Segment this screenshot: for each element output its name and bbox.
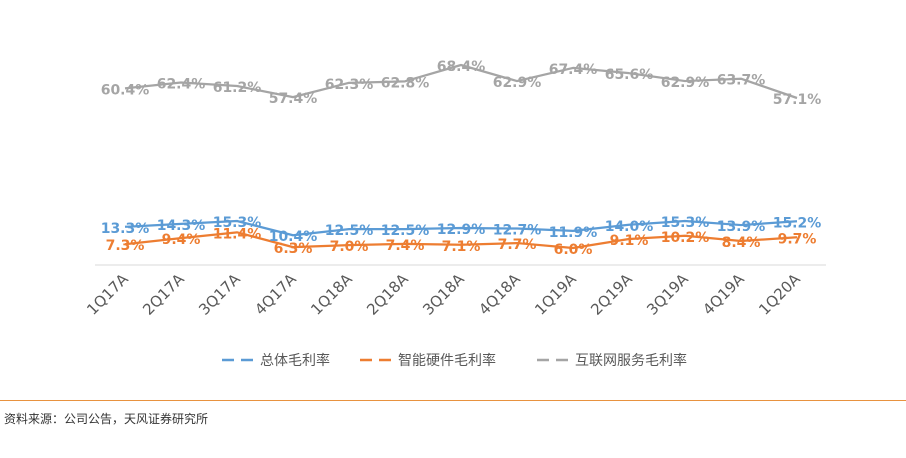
data-label: 68.4%	[437, 59, 486, 75]
x-tick-label: 3Q18A	[419, 270, 468, 319]
series-line-0	[124, 219, 798, 237]
x-tick-label: 2Q17A	[139, 270, 188, 319]
source-note: 资料来源：公司公告，天风证券研究所	[4, 412, 209, 426]
x-tick-label: 4Q17A	[251, 270, 300, 319]
data-label: 57.1%	[773, 92, 822, 108]
data-label: 9.7%	[778, 231, 817, 247]
data-label: 13.9%	[717, 219, 766, 235]
x-tick-label: 2Q19A	[587, 270, 636, 319]
data-label: 57.4%	[269, 91, 318, 107]
data-label: 10.4%	[269, 229, 318, 245]
data-label: 7.4%	[386, 238, 425, 254]
footer-divider	[0, 400, 906, 401]
x-tick-label: 2Q18A	[363, 270, 412, 319]
data-label: 13.3%	[101, 221, 150, 237]
data-label: 62.8%	[381, 75, 430, 91]
x-tick-label: 4Q19A	[699, 270, 748, 319]
data-label: 15.3%	[661, 215, 710, 231]
data-label: 12.5%	[381, 223, 430, 239]
x-tick-label: 1Q18A	[307, 270, 356, 319]
data-label: 7.7%	[498, 237, 537, 253]
x-tick-label: 4Q18A	[475, 270, 524, 319]
data-label: 10.2%	[661, 230, 710, 246]
data-label: 7.3%	[106, 238, 145, 254]
data-label: 62.3%	[325, 77, 374, 93]
data-label: 61.2%	[213, 80, 262, 96]
data-label: 60.4%	[101, 82, 150, 98]
data-label: 14.0%	[605, 219, 654, 235]
data-label: 62.4%	[157, 77, 206, 93]
data-label: 7.0%	[330, 239, 369, 255]
data-label: 67.4%	[549, 62, 598, 78]
data-label: 15.2%	[773, 215, 822, 231]
data-label: 14.3%	[157, 218, 206, 234]
data-label: 12.5%	[325, 223, 374, 239]
data-label: 6.3%	[274, 241, 313, 257]
legend-label: 总体毛利率	[260, 352, 330, 369]
data-label: 12.9%	[437, 222, 486, 238]
data-label: 15.3%	[213, 215, 262, 231]
x-tick-label: 1Q17A	[83, 270, 132, 319]
data-label: 6.0%	[554, 242, 593, 258]
series-line-1	[124, 231, 798, 250]
data-label: 7.1%	[442, 239, 481, 255]
x-tick-label: 3Q17A	[195, 270, 244, 319]
data-label: 9.4%	[162, 232, 201, 248]
data-label: 62.9%	[661, 75, 710, 91]
data-label: 12.7%	[493, 223, 542, 239]
x-tick-label: 3Q19A	[643, 270, 692, 319]
series-line-2	[124, 63, 798, 100]
data-label: 9.1%	[610, 233, 649, 249]
data-label: 63.7%	[717, 73, 766, 89]
legend-label: 智能硬件毛利率	[398, 352, 496, 369]
x-tick-label: 1Q19A	[531, 270, 580, 319]
data-label: 11.9%	[549, 225, 598, 241]
x-tick-label: 1Q20A	[755, 270, 804, 319]
data-label: 8.4%	[722, 235, 761, 251]
data-label: 62.9%	[493, 75, 542, 91]
data-label: 65.6%	[605, 67, 654, 83]
legend-label: 互联网服务毛利率	[575, 352, 687, 369]
data-label: 11.4%	[213, 226, 262, 242]
chart: 13.3% 14.3% 15.3% 10.4% 12.5% 12.5% 12.9% 12.7%…	[83, 59, 826, 369]
